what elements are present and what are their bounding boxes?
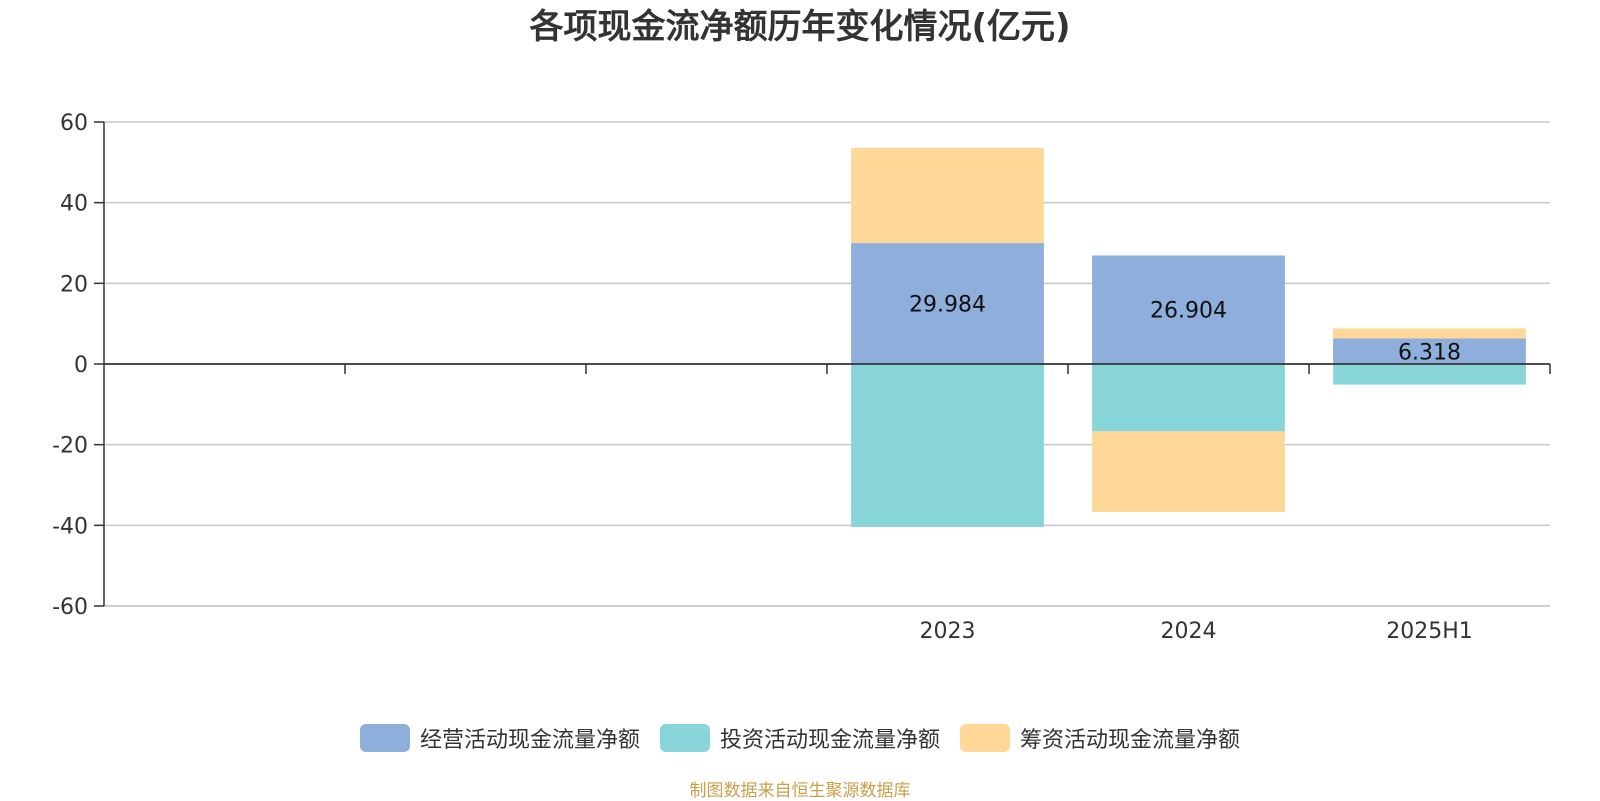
bar-2025H1-series-0[interactable]: [1333, 338, 1526, 364]
y-tick-label: -60: [52, 595, 88, 620]
y-tick-label: 40: [60, 192, 88, 217]
bar-2023-series-1[interactable]: [851, 364, 1044, 527]
bar-2024-series-2[interactable]: [1092, 431, 1285, 513]
axis-layer: -60 -40 -20 0 20 40 60 2023 2024 2025H1: [52, 111, 1551, 644]
legend-item-1[interactable]: 投资活动现金流量净额: [659, 722, 940, 754]
grid-layer: [104, 121, 1550, 607]
label-layer: 29.984 26.904 6.318: [909, 293, 1461, 366]
bar-2025H1-series-1[interactable]: [1333, 364, 1526, 385]
legend-swatch: [659, 724, 710, 752]
bar-layer: [851, 147, 1526, 527]
bar-2023-series-2[interactable]: [851, 147, 1044, 244]
y-tick-label: -40: [52, 514, 88, 539]
y-tick-label: 0: [74, 353, 88, 378]
legend-swatch: [960, 724, 1010, 752]
y-tick-label: -20: [52, 434, 88, 459]
legend-label: 投资活动现金流量净额: [719, 728, 940, 753]
legend-label: 经营活动现金流量净额: [419, 728, 640, 753]
bar-2024-series-0[interactable]: [1092, 255, 1285, 364]
legend-label: 筹资活动现金流量净额: [1020, 728, 1241, 753]
legend: 经营活动现金流量净额 投资活动现金流量净额 筹资活动现金流量净额: [0, 722, 1600, 754]
y-tick-label: 20: [60, 272, 88, 297]
x-tick-label: 2023: [920, 619, 976, 644]
data-label: 26.904: [1150, 299, 1227, 324]
bar-2023-series-0[interactable]: [851, 243, 1044, 364]
y-tick-label: 60: [60, 111, 88, 136]
chart-plot: -60 -40 -20 0 20 40 60 2023 2024 2025H1 29.984 26.…: [52, 111, 1551, 644]
legend-item-0[interactable]: 经营活动现金流量净额: [359, 722, 640, 754]
x-tick-label: 2024: [1161, 619, 1217, 644]
data-label: 6.318: [1398, 340, 1461, 365]
legend-swatch: [359, 724, 410, 752]
bar-2025H1-series-2[interactable]: [1333, 328, 1526, 339]
x-tick-label: 2025H1: [1386, 619, 1473, 644]
chart-title: 各项现金流净额历年变化情况(亿元): [529, 7, 1071, 47]
legend-item-2[interactable]: 筹资活动现金流量净额: [960, 722, 1240, 754]
bar-2024-series-1[interactable]: [1092, 364, 1285, 432]
data-label: 29.984: [909, 293, 986, 318]
source-note: 制图数据来自恒生聚源数据库: [689, 781, 911, 801]
